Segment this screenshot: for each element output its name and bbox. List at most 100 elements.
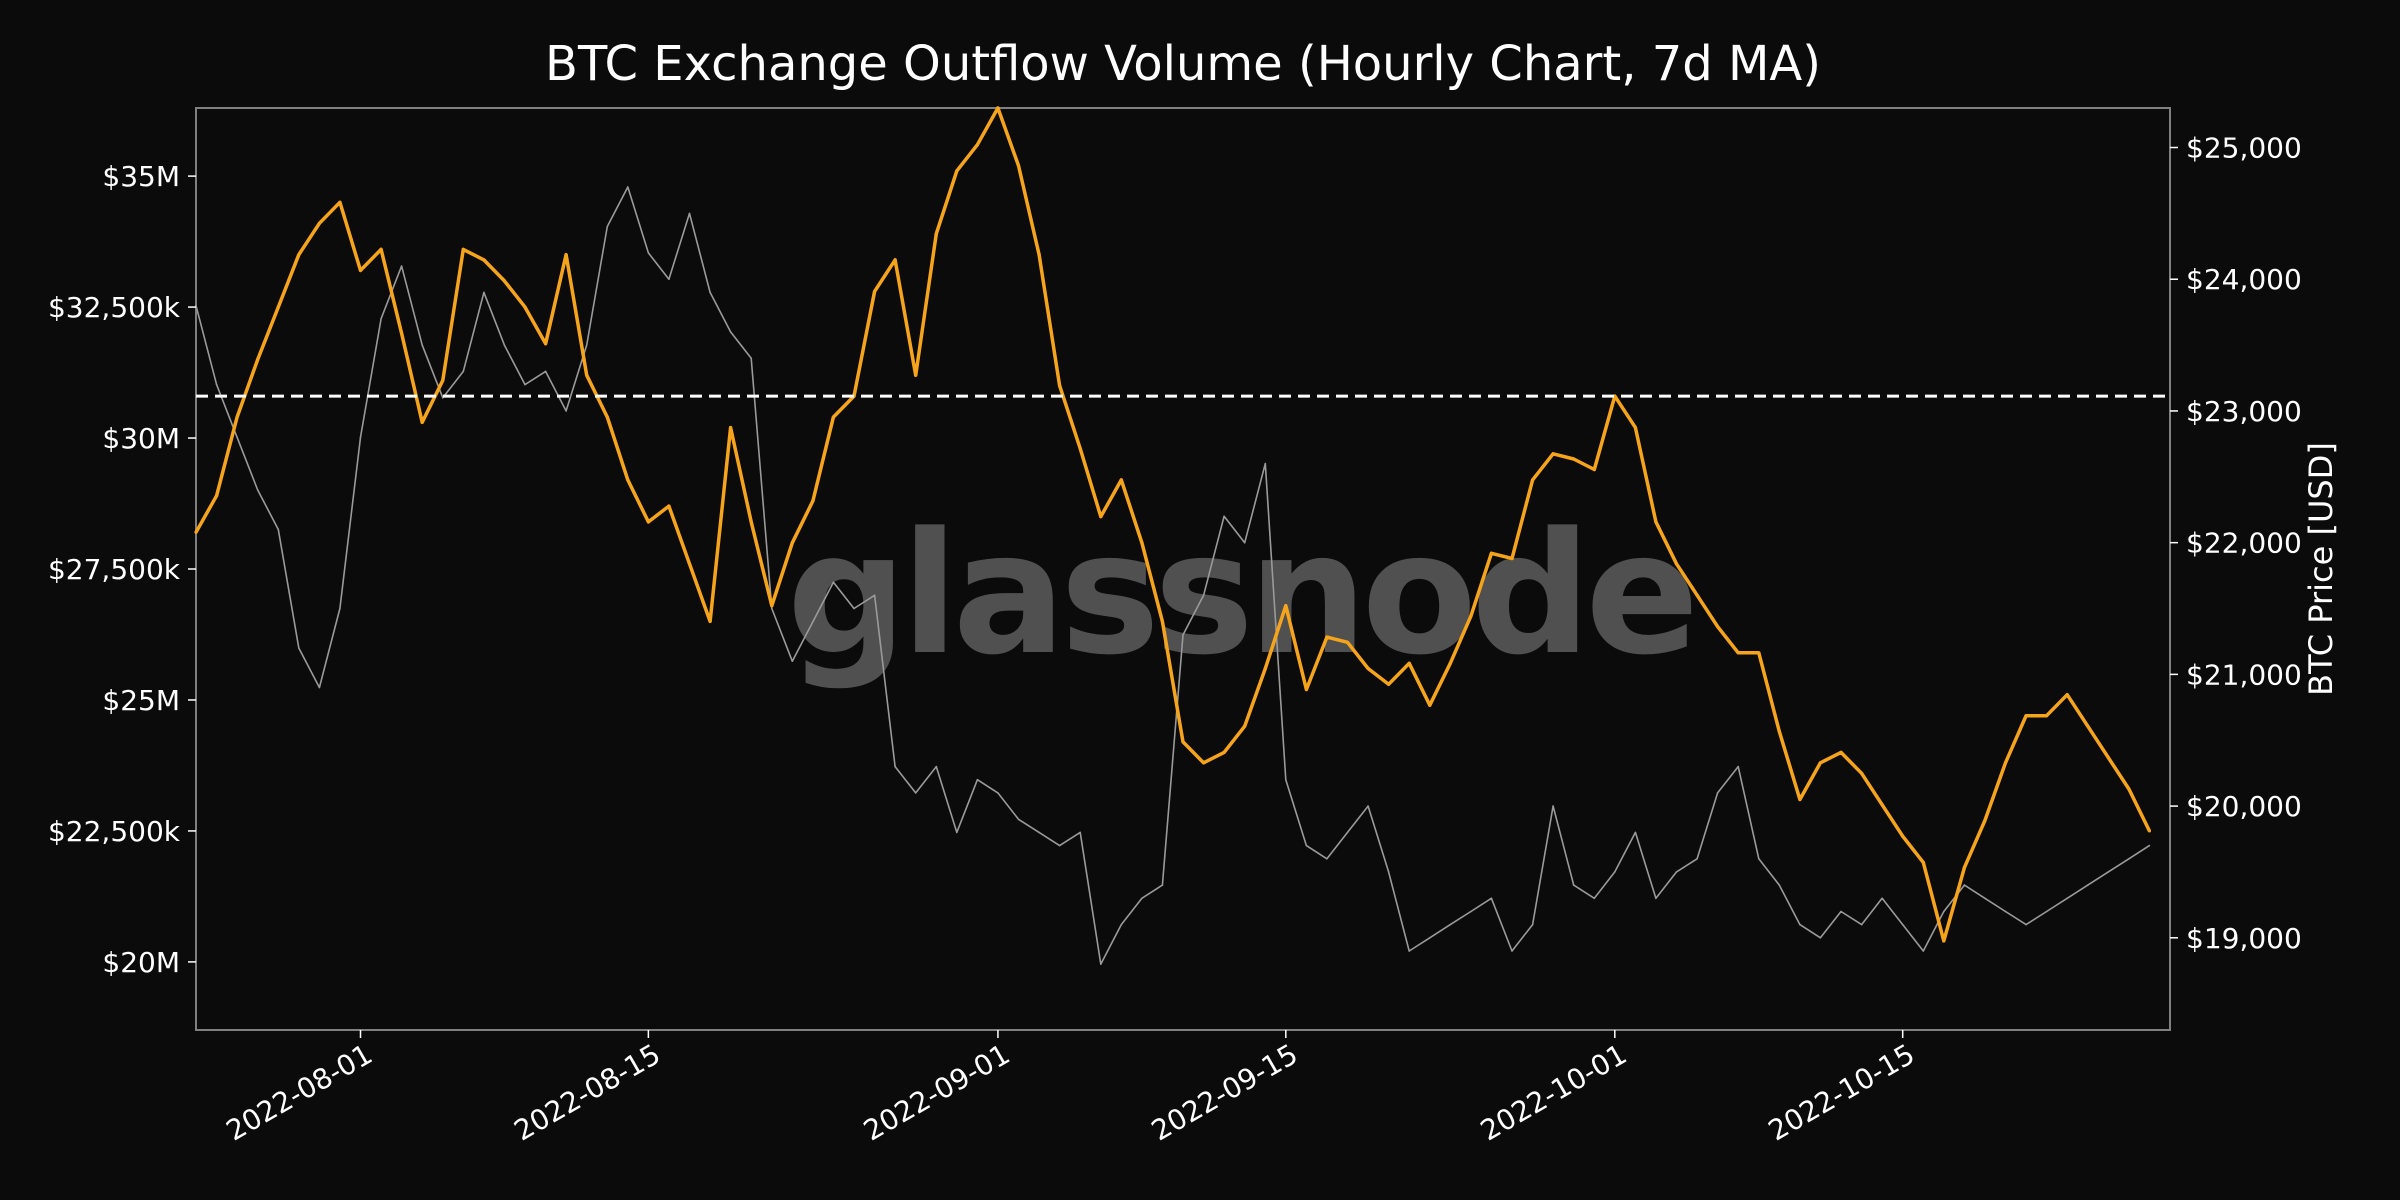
outflow-point-82: [1880, 803, 1884, 807]
outflow-point-81: [1860, 771, 1864, 775]
right-tick-label-1: $20,000: [2186, 790, 2302, 823]
price-point-5: [298, 647, 300, 649]
price-point-14: [483, 291, 485, 294]
right-tick-label-4: $23,000: [2186, 395, 2302, 428]
outflow-point-20: [605, 415, 609, 419]
outflow-point-39: [996, 106, 1000, 110]
plot-frame: [195, 107, 2171, 1031]
outflow-point-28: [770, 604, 774, 608]
outflow-point-44: [1099, 515, 1103, 519]
outflow-point-52: [1263, 666, 1267, 671]
price-point-93: [2107, 871, 2110, 873]
outflow-series-layer: [194, 106, 2151, 943]
left-tick-label-0: $20M: [102, 946, 180, 979]
right-tick-label-0: $19,000: [2186, 922, 2302, 955]
outflow-point-37: [955, 169, 959, 173]
outflow-point-58: [1387, 682, 1391, 686]
outflow-point-40: [1016, 164, 1021, 168]
price-point-74: [1716, 792, 1719, 794]
price-point-9: [380, 317, 382, 320]
price-point-95: [2148, 844, 2151, 847]
outflow-point-26: [729, 426, 733, 430]
price-point-57: [1367, 805, 1369, 807]
right-tick-label-5: $24,000: [2186, 263, 2302, 296]
price-point-10: [400, 265, 403, 267]
outflow-point-41: [1037, 253, 1041, 257]
price-point-4: [277, 528, 280, 531]
outflow-point-36: [934, 232, 938, 236]
outflow-point-51: [1243, 724, 1247, 728]
outflow-point-12: [441, 378, 445, 382]
outflow-point-88: [2003, 761, 2008, 765]
price-series-layer: [195, 186, 2151, 965]
outflow-point-66: [1551, 452, 1555, 456]
outflow-point-87: [1983, 818, 1987, 823]
price-point-28: [771, 607, 773, 610]
price-point-81: [1860, 923, 1863, 926]
watermark-glassnode: glassnode: [787, 496, 1693, 692]
outflow-point-59: [1407, 661, 1411, 665]
outflow-point-30: [811, 499, 815, 503]
outflow-point-74: [1716, 625, 1720, 629]
price-point-8: [359, 436, 362, 439]
left-tick-label-6: $35M: [102, 160, 180, 193]
price-point-47: [1161, 884, 1164, 886]
outflow-point-3: [256, 357, 260, 362]
price-point-39: [997, 792, 999, 794]
price-point-87: [1984, 897, 1986, 900]
price-point-34: [894, 765, 896, 768]
price-point-94: [2128, 858, 2130, 860]
price-point-56: [1346, 831, 1349, 834]
price-point-27: [750, 357, 752, 360]
price-point-80: [1840, 910, 1842, 913]
outflow-point-2: [235, 415, 239, 419]
price-point-50: [1223, 515, 1225, 518]
price-point-11: [421, 344, 424, 346]
outflow-point-46: [1140, 541, 1144, 545]
chart-title: BTC Exchange Outflow Volume (Hourly Char…: [545, 36, 1821, 92]
outflow-point-33: [873, 289, 877, 293]
outflow-point-85: [1942, 939, 1946, 943]
outflow-point-50: [1222, 750, 1226, 755]
outflow-point-0: [194, 530, 198, 534]
price-point-64: [1511, 950, 1513, 952]
price-point-13: [462, 370, 465, 373]
price-point-42: [1058, 844, 1061, 847]
outflow-point-21: [626, 478, 630, 482]
price-point-90: [2045, 910, 2048, 913]
outflow-point-55: [1325, 635, 1329, 639]
price-point-43: [1079, 831, 1081, 834]
outflow-point-49: [1202, 761, 1206, 765]
left-tick-label-3: $27,500k: [48, 553, 181, 586]
outflow-point-27: [749, 520, 753, 524]
price-point-92: [2087, 884, 2089, 886]
outflow-point-94: [2127, 787, 2131, 791]
price-point-69: [1614, 871, 1616, 873]
price-point-22: [647, 252, 650, 254]
outflow-point-56: [1345, 640, 1350, 644]
outflow-point-68: [1592, 467, 1596, 472]
outflow-point-62: [1469, 614, 1473, 618]
price-point-59: [1408, 950, 1410, 952]
outflow-point-89: [2024, 714, 2028, 718]
price-point-19: [585, 344, 588, 346]
outflow-point-42: [1058, 384, 1062, 388]
outflow-point-76: [1757, 651, 1761, 655]
outflow-point-10: [400, 331, 404, 335]
price-point-1: [215, 383, 218, 386]
price-point-36: [935, 765, 938, 768]
outflow-point-4: [276, 305, 280, 309]
price-point-63: [1490, 897, 1493, 900]
outflow-point-65: [1531, 478, 1535, 482]
outflow-point-7: [338, 200, 342, 204]
price-point-65: [1531, 923, 1534, 926]
price-point-15: [503, 344, 506, 346]
outflow-point-86: [1962, 866, 1966, 870]
outflow-point-53: [1284, 604, 1288, 608]
outflow-point-16: [523, 305, 527, 309]
outflow-point-11: [420, 420, 424, 424]
outflow-point-61: [1448, 661, 1452, 665]
price-point-6: [318, 686, 321, 689]
outflow-point-17: [544, 342, 548, 346]
left-tick-label-5: $32,500k: [48, 291, 181, 324]
